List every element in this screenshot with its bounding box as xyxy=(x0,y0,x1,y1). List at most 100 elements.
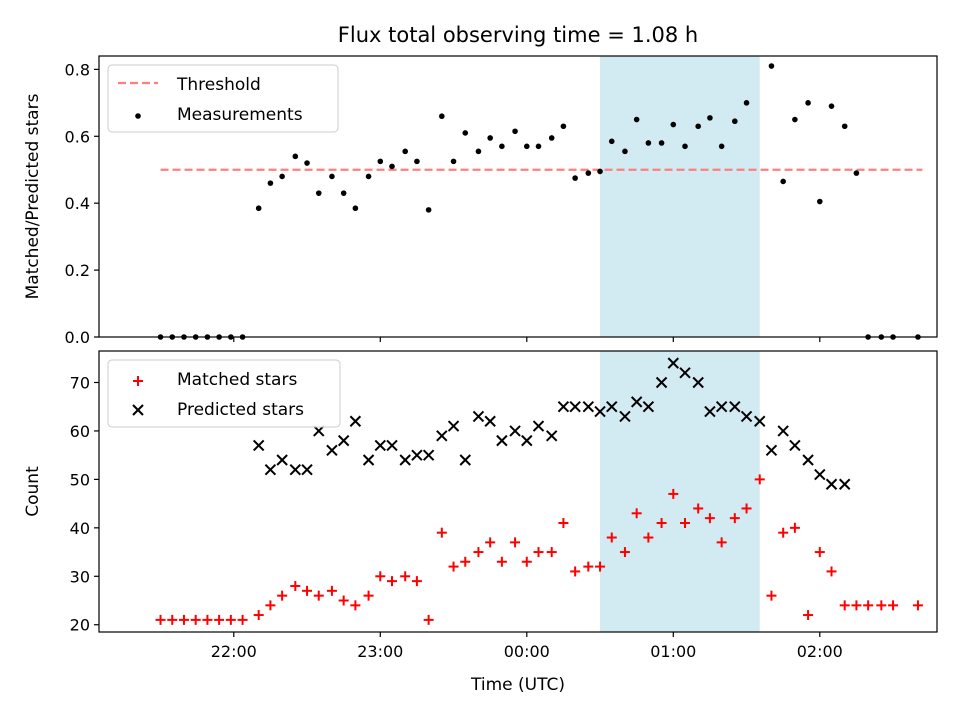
y-tick-label: 50 xyxy=(70,470,90,489)
matched-star-point xyxy=(606,532,617,543)
predicted-star-point xyxy=(679,367,691,379)
predicted-star-point xyxy=(289,463,302,476)
matched-star-point xyxy=(375,571,386,582)
matched-star-point xyxy=(716,537,727,548)
matched-star-point xyxy=(178,614,189,625)
measurement-point xyxy=(743,100,750,106)
ratio-plot-area: 0.0 0.2 0.4 0.6 0.8 xyxy=(65,55,938,347)
matched-star-point xyxy=(423,614,434,625)
y-tick-label: 0.4 xyxy=(65,194,90,213)
predicted-star-point xyxy=(667,357,680,369)
measurement-point xyxy=(658,140,665,146)
count-legend: Matched stars Predicted stars xyxy=(107,359,341,428)
y-tick-label: 60 xyxy=(70,422,90,441)
plot-frame xyxy=(98,55,938,338)
predicted-star-point xyxy=(704,405,716,418)
predicted-star-point xyxy=(264,463,277,476)
measurement-point xyxy=(329,173,335,180)
measurement-point xyxy=(572,175,578,181)
matched-star-point xyxy=(595,561,606,572)
predicted-star-point xyxy=(521,434,533,447)
measurement-point xyxy=(853,170,860,176)
measurement-point xyxy=(389,163,395,170)
measurement-point xyxy=(768,63,775,69)
matched-star-point xyxy=(546,547,557,558)
y-tick-label: 40 xyxy=(70,519,90,538)
predicted-star-stroke-b xyxy=(667,357,680,369)
matched-star-point xyxy=(473,547,484,558)
measurement-point xyxy=(828,103,835,109)
predicted-star-stroke-b xyxy=(582,401,595,413)
measurement-point xyxy=(512,128,518,135)
matched-star-point xyxy=(225,614,236,625)
matched-star-point xyxy=(656,517,667,528)
matched-star-point xyxy=(190,614,201,625)
matched-star-point xyxy=(814,547,825,558)
predicted-star-stroke-b xyxy=(606,401,618,413)
measurement-point xyxy=(682,143,688,150)
measurement-point xyxy=(585,170,592,176)
predicted-star-stroke-b xyxy=(509,425,521,437)
x-tick-label: 00:00 xyxy=(504,642,550,661)
predicted-star-point xyxy=(532,420,545,432)
measurement-point xyxy=(695,123,701,130)
legend-entry-predicted: Predicted stars xyxy=(177,400,304,420)
matched-star-point xyxy=(789,522,800,533)
predicted-star-stroke-b xyxy=(313,425,325,437)
count-panel: 20 30 40 50 60 70 22:00 23:00 00:00 01:00 02:00 Co… xyxy=(23,350,938,695)
predicted-star-point xyxy=(642,401,655,413)
predicted-star-point xyxy=(655,376,668,389)
ratio-legend: Threshold Measurements xyxy=(107,64,339,133)
y-tick-label: 20 xyxy=(70,616,90,635)
matched-star-point xyxy=(680,517,691,528)
x-tick-label: 01:00 xyxy=(650,642,696,661)
predicted-star-stroke-b xyxy=(825,478,838,490)
predicted-star-point xyxy=(825,478,838,490)
measurements-legend-marker xyxy=(135,113,141,119)
predicted-star-stroke-b xyxy=(789,439,801,452)
matched-star-point xyxy=(558,517,569,528)
predicted-star-stroke-b xyxy=(326,444,338,457)
matched-star-point xyxy=(363,590,374,601)
measurement-point xyxy=(633,116,640,123)
measurement-point xyxy=(402,148,408,155)
predicted-star-point xyxy=(337,434,350,447)
count-y-axis-label: Count xyxy=(23,466,43,517)
predicted-star-point xyxy=(349,415,362,427)
predicted-star-point xyxy=(301,463,313,476)
predicted-star-point xyxy=(838,478,851,490)
measurement-point xyxy=(414,158,420,165)
predicted-legend-marker xyxy=(132,404,144,416)
predicted-star-stroke-b xyxy=(655,376,668,389)
observing-window-span xyxy=(600,56,760,337)
predicted-star-point xyxy=(509,425,521,437)
measurement-point xyxy=(487,135,493,141)
predicted-star-stroke-b xyxy=(436,430,448,442)
measurement-point xyxy=(645,140,652,146)
measurement-point xyxy=(622,148,628,155)
matched-star-point xyxy=(851,600,862,611)
predicted-star-point xyxy=(326,444,338,457)
y-tick-label: 0.6 xyxy=(65,127,90,146)
measurement-point xyxy=(523,143,530,150)
predicted-star-stroke-b xyxy=(802,454,814,466)
matched-star-point xyxy=(400,571,411,582)
matched-star-point xyxy=(510,537,521,548)
y-tick-label: 0.0 xyxy=(65,328,90,347)
predicted-star-point xyxy=(484,415,496,427)
matched-star-point xyxy=(533,547,544,558)
matched-star-point xyxy=(350,600,361,611)
matched-star-point xyxy=(460,556,471,567)
predicted-star-stroke-b xyxy=(545,430,558,442)
predicted-star-point xyxy=(252,439,265,452)
predicted-star-point xyxy=(754,415,766,427)
count-plot-area: 20 30 40 50 60 70 22:00 23:00 00:00 01:00 02:00 xyxy=(70,350,938,661)
measurement-point xyxy=(670,121,677,128)
matched-star-point xyxy=(826,566,837,577)
predicted-star-point xyxy=(422,449,435,461)
predicted-star-point xyxy=(557,401,570,413)
predicted-star-stroke-b xyxy=(386,439,398,452)
predicted-star-stroke-b xyxy=(521,434,533,447)
predicted-star-point xyxy=(459,454,471,466)
predicted-star-point xyxy=(777,425,789,437)
